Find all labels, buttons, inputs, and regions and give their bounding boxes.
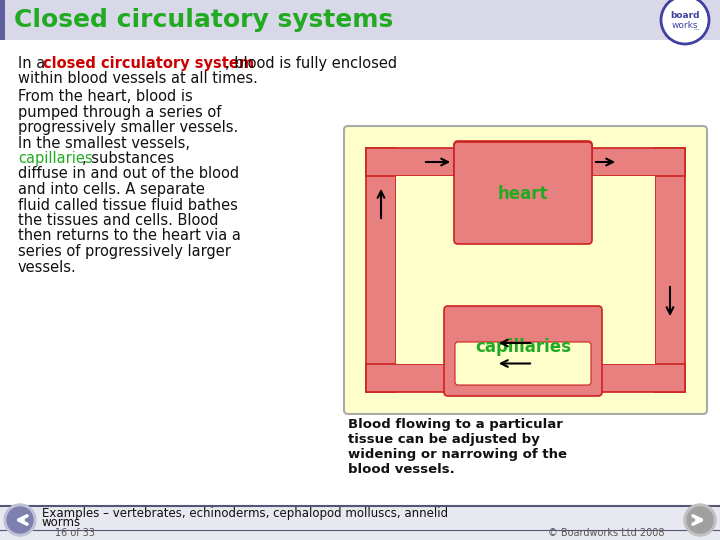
Text: blood vessels.: blood vessels.: [348, 463, 455, 476]
Text: Examples – vertebrates, echinoderms, cephalopod molluscs, annelid: Examples – vertebrates, echinoderms, cep…: [42, 507, 448, 519]
Bar: [0, 0, 5, 40]
Text: diffuse in and out of the blood: diffuse in and out of the blood: [18, 166, 239, 181]
FancyBboxPatch shape: [454, 142, 592, 244]
Text: widening or narrowing of the: widening or narrowing of the: [348, 448, 567, 461]
Text: heart: heart: [498, 185, 548, 203]
Bar: [366, 148, 685, 176]
Text: , substances: , substances: [82, 151, 174, 166]
Text: then returns to the heart via a: then returns to the heart via a: [18, 228, 241, 244]
Text: In the smallest vessels,: In the smallest vessels,: [18, 136, 190, 151]
Bar: [0, 506, 720, 540]
Text: progressively smaller vessels.: progressively smaller vessels.: [18, 120, 238, 135]
FancyBboxPatch shape: [455, 342, 591, 385]
Text: worms: worms: [42, 516, 81, 530]
Circle shape: [4, 504, 36, 536]
Text: , blood is fully enclosed: , blood is fully enclosed: [225, 56, 397, 71]
Text: tissue can be adjusted by: tissue can be adjusted by: [348, 433, 540, 446]
Circle shape: [684, 504, 716, 536]
Bar: [366, 148, 396, 392]
Text: From the heart, blood is: From the heart, blood is: [18, 89, 193, 104]
Text: Blood flowing to a particular: Blood flowing to a particular: [348, 418, 563, 431]
Bar: [0, 0, 720, 40]
Text: Closed circulatory systems: Closed circulatory systems: [14, 8, 393, 32]
Circle shape: [687, 507, 713, 533]
Text: ...: ...: [693, 25, 701, 31]
Text: the tissues and cells. Blood: the tissues and cells. Blood: [18, 213, 218, 228]
Text: capillaries: capillaries: [18, 151, 93, 166]
Circle shape: [7, 507, 33, 533]
Text: fluid called tissue fluid bathes: fluid called tissue fluid bathes: [18, 198, 238, 213]
FancyBboxPatch shape: [454, 141, 592, 249]
Text: board: board: [670, 11, 700, 21]
Bar: [396, 176, 655, 364]
Bar: [366, 364, 685, 392]
Text: within blood vessels at all times.: within blood vessels at all times.: [18, 71, 258, 86]
Text: and into cells. A separate: and into cells. A separate: [18, 182, 205, 197]
Text: works: works: [672, 21, 698, 30]
Text: closed circulatory system: closed circulatory system: [43, 56, 254, 71]
Bar: [655, 148, 685, 392]
FancyBboxPatch shape: [444, 306, 602, 396]
Bar: [0, 40, 720, 506]
Circle shape: [661, 0, 709, 44]
FancyBboxPatch shape: [344, 126, 707, 414]
Text: 16 of 33: 16 of 33: [55, 528, 95, 538]
Text: series of progressively larger: series of progressively larger: [18, 244, 231, 259]
Text: pumped through a series of: pumped through a series of: [18, 105, 221, 119]
Text: © Boardworks Ltd 2008: © Boardworks Ltd 2008: [549, 528, 665, 538]
Text: In a: In a: [18, 56, 50, 71]
Text: vessels.: vessels.: [18, 260, 77, 274]
Text: capillaries: capillaries: [475, 338, 571, 356]
